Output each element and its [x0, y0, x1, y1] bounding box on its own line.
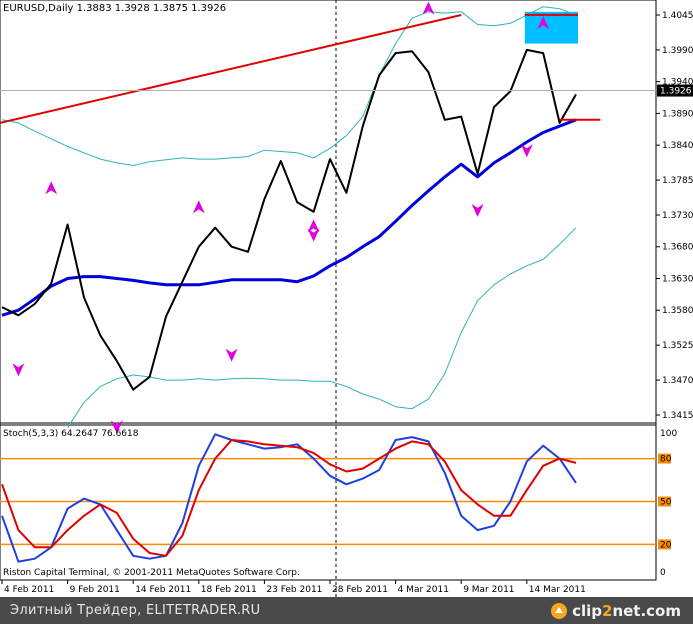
- date-label: 9 Mar 2011: [463, 585, 514, 595]
- price-tick-label: 1.3990: [662, 46, 693, 56]
- price-tick-label: 1.3940: [662, 78, 693, 88]
- price-tick-label: 1.3630: [662, 274, 693, 284]
- price-tick-label: 1.3415: [662, 411, 693, 421]
- copyright-text: Riston Capital Terminal, © 2001-2011 Met…: [3, 568, 300, 578]
- price-tick-label: 1.4045: [662, 11, 693, 21]
- lower-band-line: [67, 227, 577, 428]
- date-label: 4 Feb 2011: [4, 585, 54, 595]
- down-arrow-marker: [225, 348, 238, 362]
- stoch-tick-label: 80: [660, 455, 672, 465]
- up-arrow-marker: [537, 16, 550, 30]
- date-label: 14 Mar 2011: [529, 585, 586, 595]
- footer-site-text: Элитный Трейдер, ELITETRADER.RU: [10, 603, 261, 618]
- price-tick-label: 1.3680: [662, 243, 693, 253]
- date-label: 28 Feb 2011: [332, 585, 388, 595]
- footer-bar: [0, 597, 693, 624]
- current-price-label: 1.3926: [660, 87, 692, 97]
- stoch-tick-label: 100: [660, 429, 677, 439]
- up-arrow-marker: [307, 219, 320, 233]
- up-arrow-marker: [192, 200, 205, 214]
- stoch-tick-label: 50: [660, 498, 672, 508]
- clip2net-logo-text: clip2net.com: [572, 602, 681, 620]
- up-arrow-marker: [45, 181, 58, 195]
- symbol-header: EURUSD,Daily 1.3883 1.3928 1.3875 1.3926: [3, 3, 226, 14]
- price-tick-label: 1.3840: [662, 141, 693, 151]
- stoch-level-tag: [658, 453, 671, 464]
- down-arrow-marker: [307, 228, 320, 242]
- stoch-title: Stoch(5,3,3) 64.2647 76.6618: [3, 429, 139, 439]
- chart-canvas[interactable]: 1.4045 1.3990 1.3940 1.3890 1.3840 1.3785 1.37…: [0, 0, 693, 597]
- price-tick-label: 1.3580: [662, 306, 693, 316]
- price-panel-frame: [0, 0, 657, 424]
- up-arrow-marker: [422, 1, 435, 15]
- trendline: [0, 14, 462, 124]
- down-arrow-marker: [471, 203, 484, 217]
- stoch-level-tag: [658, 496, 671, 507]
- date-label: 14 Feb 2011: [135, 585, 191, 595]
- moving-average-line: [1, 118, 577, 317]
- price-tick-label: 1.3730: [662, 211, 693, 221]
- down-arrow-marker: [520, 144, 533, 158]
- date-label: 18 Feb 2011: [201, 585, 257, 595]
- down-arrow-marker: [110, 420, 123, 434]
- date-label: 9 Feb 2011: [70, 585, 120, 595]
- clip2net-logo[interactable]: clip2net.com: [550, 600, 681, 622]
- price-tick-label: 1.3785: [662, 176, 693, 186]
- price-tick-label: 1.3890: [662, 109, 693, 119]
- price-line: [1, 48, 577, 391]
- upper-band-line: [1, 6, 577, 166]
- highlight-box: [524, 11, 578, 44]
- stoch-level-tag: [658, 539, 671, 550]
- current-price-box: [657, 84, 693, 97]
- date-label: 23 Feb 2011: [266, 585, 322, 595]
- date-label: 4 Mar 2011: [398, 585, 449, 595]
- price-tick-label: 1.3470: [662, 376, 693, 386]
- stoch-tick-label: 20: [660, 540, 672, 550]
- price-tick-label: 1.3525: [662, 341, 693, 351]
- down-arrow-marker: [12, 363, 25, 377]
- stoch-tick-label: 0: [660, 568, 666, 578]
- clip2net-arrow-icon: [551, 603, 568, 619]
- stoch-signal-line: [1, 439, 577, 557]
